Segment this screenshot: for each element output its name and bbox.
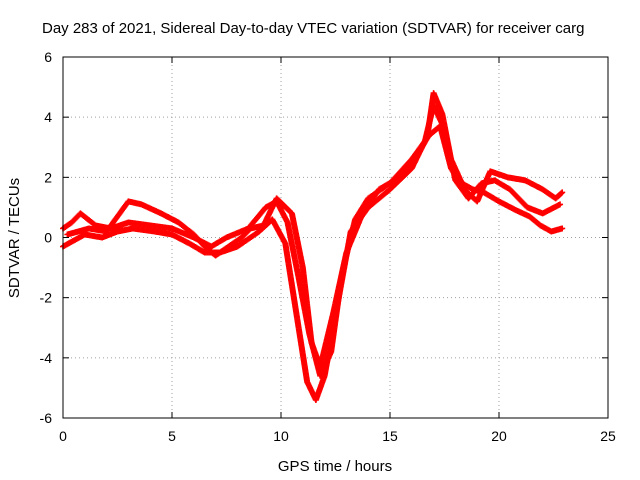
y-tick-label: 0 <box>44 230 52 246</box>
x-tick-label: 5 <box>168 428 176 444</box>
x-tick-label: 25 <box>600 428 616 444</box>
data-point <box>559 189 566 196</box>
x-axis-label: GPS time / hours <box>278 458 392 475</box>
y-tick-label: 6 <box>44 49 52 65</box>
y-axis-label: SDTVAR / TECUs <box>6 178 23 298</box>
data-point <box>557 201 564 208</box>
x-tick-label: 20 <box>491 428 507 444</box>
y-tick-label: 4 <box>44 109 52 125</box>
axis-ticks: 0 5 10 15 20 25 -6 -4 -2 0 2 4 6 <box>40 49 616 444</box>
series-track-c <box>64 90 566 370</box>
chart-title: Day 283 of 2021, Sidereal Day-to-day VTE… <box>42 20 584 37</box>
x-tick-label: 0 <box>59 428 67 444</box>
y-tick-label: -6 <box>40 410 53 426</box>
data-points <box>60 90 566 403</box>
data-point <box>559 225 566 232</box>
grid <box>63 57 608 418</box>
y-tick-label: 2 <box>44 169 52 185</box>
series-track-a <box>60 123 566 379</box>
x-tick-label: 10 <box>273 428 289 444</box>
x-tick-label: 15 <box>382 428 398 444</box>
y-tick-label: -4 <box>40 350 53 366</box>
y-tick-label: -2 <box>40 290 53 306</box>
data-point <box>558 190 565 197</box>
